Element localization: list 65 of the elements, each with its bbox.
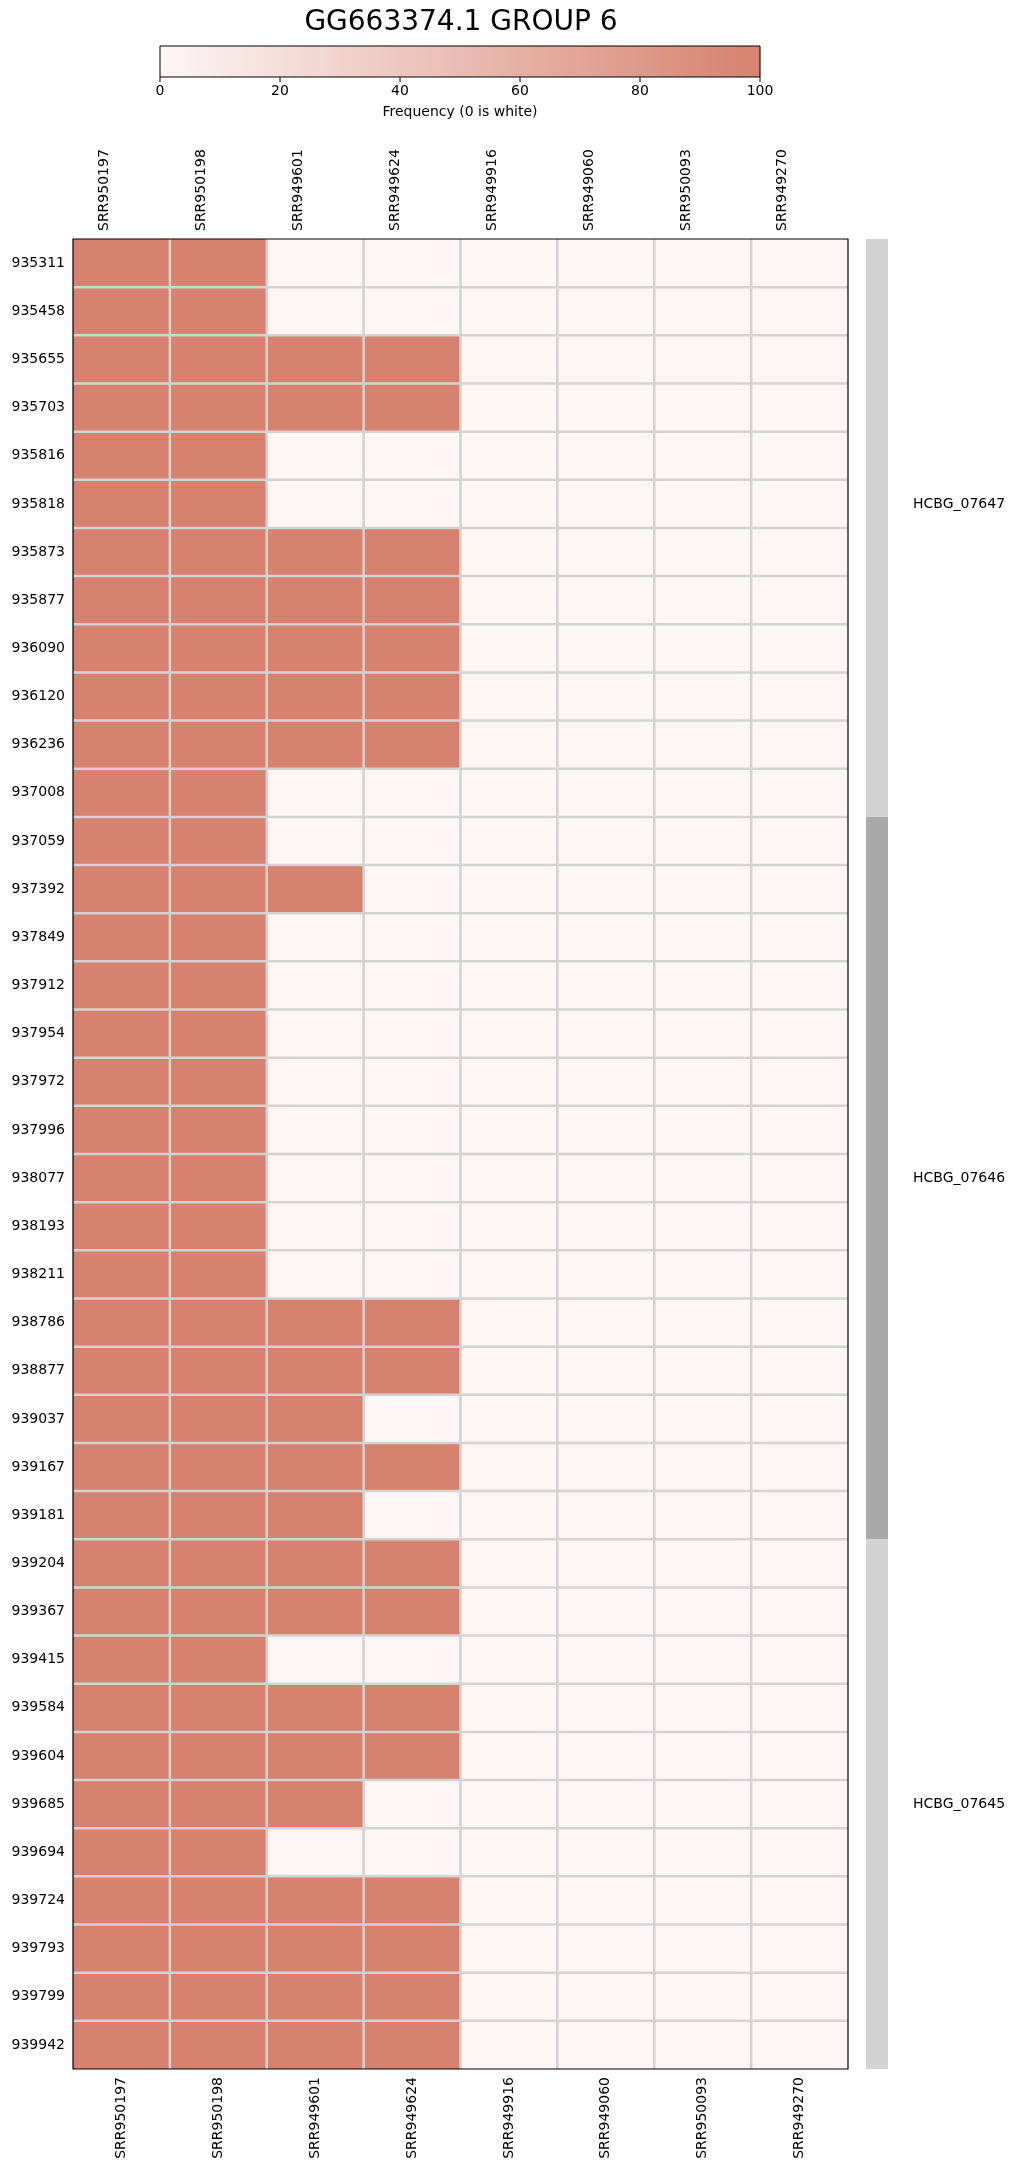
color-bar-label: 60 <box>511 81 529 98</box>
y-tick-label: 937912 <box>11 976 65 993</box>
category-label: SRR949060 <box>596 2077 613 2159</box>
y-tick-label: 939037 <box>11 1409 65 1426</box>
y-tick-label: 935703 <box>11 398 65 415</box>
y-tick-label: 939799 <box>11 1987 65 2004</box>
y-tick-label: 937972 <box>11 1072 65 1089</box>
x-tick-label: SRR950197 <box>95 149 112 231</box>
category-label: SRR950197 <box>112 2077 129 2159</box>
y-tick-label: 935311 <box>11 253 65 270</box>
y-tick-label: 938077 <box>11 1168 65 1185</box>
color-bar-label: 0 <box>155 81 165 98</box>
y-tick-label: 939942 <box>11 2035 65 2052</box>
y-tick-label: 937008 <box>11 783 65 800</box>
color-bar-label: 80 <box>631 81 649 98</box>
y-tick-label: 935877 <box>11 590 65 607</box>
y-tick-label: 939367 <box>11 1602 65 1619</box>
y-tick-label: 935818 <box>11 494 65 511</box>
category-label: SRR950093 <box>693 2077 710 2159</box>
color-bar-label: 40 <box>391 81 409 98</box>
y-tick-label: 939415 <box>11 1650 65 1667</box>
y-tick-label: 939694 <box>11 1842 66 1859</box>
y-tick-label: 939685 <box>11 1794 65 1811</box>
y-tick-label: 939584 <box>11 1698 66 1715</box>
x-tick-label: SRR949270 <box>773 149 790 231</box>
y-tick-label: 938193 <box>11 1216 65 1233</box>
x-tick-label: SRR949601 <box>289 149 306 231</box>
category-label: SRR949270 <box>790 2077 807 2159</box>
x-tick-label: SRR949624 <box>385 149 402 231</box>
y-tick-label: 936120 <box>11 687 65 704</box>
y-tick-label: 939604 <box>11 1746 66 1763</box>
y-tick-label: 935816 <box>11 446 66 463</box>
y-tick-label: 937996 <box>11 1120 66 1137</box>
y-tick-label: 936090 <box>11 638 65 655</box>
y-tick-label: 939793 <box>11 1939 65 1956</box>
y-tick-label: 939724 <box>11 1891 66 1908</box>
x-tick-label: SRR949916 <box>482 149 499 231</box>
color-bar-label: 100 <box>746 81 774 98</box>
y-tick-label: 938211 <box>11 1265 65 1282</box>
y-tick-label: 935458 <box>11 301 65 318</box>
category-label: SRR949601 <box>305 2077 322 2159</box>
y-tick-label: 938786 <box>11 1313 66 1330</box>
x-tick-label: SRR950198 <box>192 149 209 231</box>
y-tick-label: 937954 <box>11 1024 66 1041</box>
y2-tick-label: HCBG_07645 <box>913 1794 1006 1811</box>
category-label: SRR949624 <box>402 2077 419 2159</box>
x-tick-label: SRR949060 <box>579 149 596 231</box>
y2-tick-label: HCBG_07647 <box>913 494 1006 511</box>
y-tick-label: 936236 <box>11 735 66 752</box>
y-tick-label: 937849 <box>11 927 65 944</box>
chart-title: GG663374.1 GROUP 6 <box>304 4 618 38</box>
y-tick-label: 939167 <box>11 1457 65 1474</box>
color-bar-title: Frequency (0 is white) <box>382 102 538 119</box>
y-tick-label: 935655 <box>11 350 65 367</box>
y-tick-label: 935873 <box>11 542 65 559</box>
color-bar-label: 20 <box>271 81 289 98</box>
y-tick-label: 938877 <box>11 1361 65 1378</box>
y-tick-label: 937392 <box>11 879 65 896</box>
category-label: SRR949916 <box>499 2077 516 2159</box>
x-tick-label: SRR950093 <box>676 149 693 231</box>
y-tick-label: 939181 <box>11 1505 65 1522</box>
y-tick-label: 939204 <box>11 1553 66 1570</box>
y-tick-label: 937059 <box>11 831 65 848</box>
category-label: SRR950198 <box>208 2077 225 2159</box>
y2-tick-label: HCBG_07646 <box>913 1168 1006 1185</box>
